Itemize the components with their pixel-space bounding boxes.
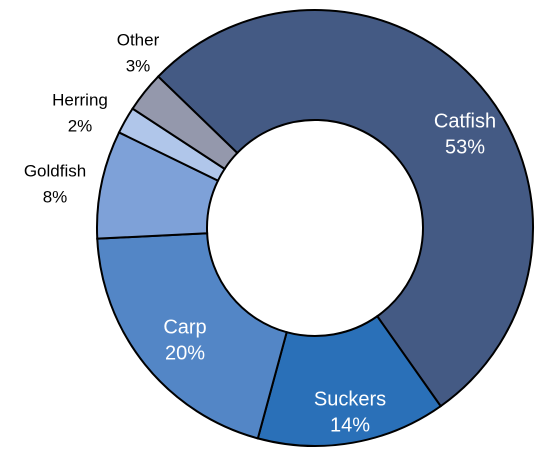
slice-label: Other xyxy=(117,30,160,49)
slice-value-label: 8% xyxy=(43,187,68,206)
slice-label: Carp xyxy=(163,316,206,338)
slice-value-label: 3% xyxy=(126,56,151,75)
chart: Catfish 53% Suckers 14% Carp 20% Goldfish 8% Her… xyxy=(0,0,541,464)
slice-label: Suckers xyxy=(314,388,386,410)
slice-value-label: 2% xyxy=(68,116,93,135)
slice-value-label: 20% xyxy=(165,342,205,364)
slice-value-label: 14% xyxy=(330,414,370,436)
slice-value-label: 53% xyxy=(445,136,485,158)
slice-label: Herring xyxy=(52,90,108,109)
slice-label: Goldfish xyxy=(24,161,86,180)
slice-label: Catfish xyxy=(434,110,496,132)
